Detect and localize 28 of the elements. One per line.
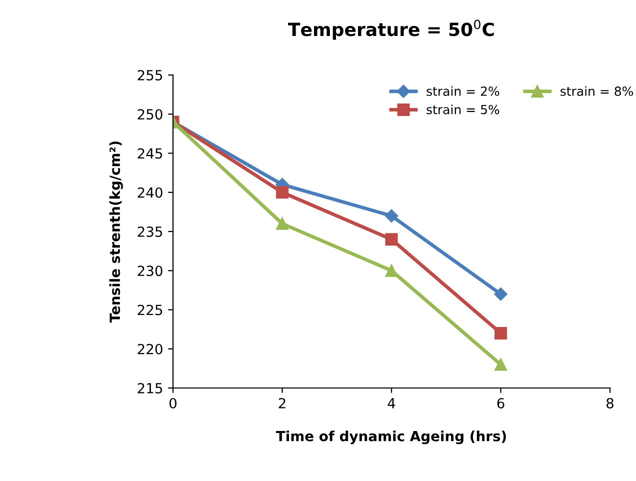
point xyxy=(385,264,398,277)
y-tick-label: 250 xyxy=(138,109,162,120)
legend-label: strain = 5% xyxy=(426,104,500,114)
point xyxy=(494,358,507,371)
y-tick-label: 225 xyxy=(138,304,162,316)
point xyxy=(276,186,288,199)
y-tick-label: 215 xyxy=(138,382,162,394)
legend-label: strain = 2% xyxy=(426,86,500,96)
y-tick-label: 230 xyxy=(138,266,162,276)
x-tick-label: 6 xyxy=(497,398,504,408)
legend-label: strain = 8% xyxy=(560,86,634,96)
y-tick-label: 245 xyxy=(138,148,162,159)
y-tick-label: 240 xyxy=(138,187,162,198)
point xyxy=(384,209,398,222)
y-tick-label: 220 xyxy=(138,344,162,354)
x-tick-label: 8 xyxy=(606,398,614,408)
x-tick-label: 4 xyxy=(388,398,396,408)
x-tick-label: 2 xyxy=(278,398,286,408)
x-tick-label: 0 xyxy=(169,398,176,408)
x-axis-title: Time of dynamic Ageing (hrs) xyxy=(276,430,506,444)
y-tick-label: 235 xyxy=(138,226,162,237)
point xyxy=(276,217,288,230)
point xyxy=(494,326,507,340)
y-tick-label: 255 xyxy=(138,70,162,80)
y-axis-title: Tensile strenth(kg/cm²) xyxy=(109,142,123,323)
point xyxy=(385,233,398,246)
point xyxy=(494,288,508,301)
chart-title: Temperature = 50$^{0}$C xyxy=(288,20,494,40)
